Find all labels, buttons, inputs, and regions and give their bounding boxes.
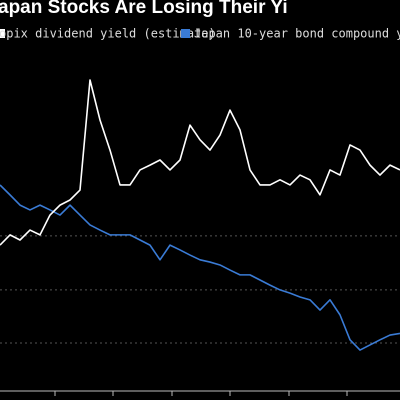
legend-swatch xyxy=(0,29,5,38)
legend-label: opix dividend yield (estimate) xyxy=(0,27,216,41)
chart-title: apan Stocks Are Losing Their Yi xyxy=(0,0,288,18)
line-series xyxy=(0,184,400,351)
legend-label: Japan 10-year bond compound yield xyxy=(194,27,400,41)
x-axis-ticks xyxy=(54,391,348,396)
line-series xyxy=(0,79,400,246)
legend-swatch xyxy=(181,29,190,38)
